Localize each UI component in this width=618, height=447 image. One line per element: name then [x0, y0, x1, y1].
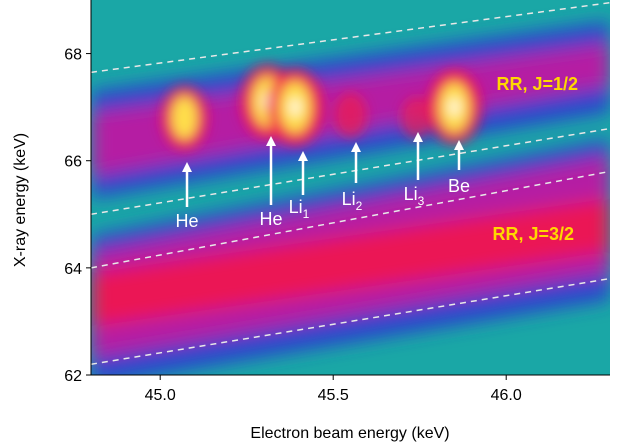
annotation-label-5: Be [448, 176, 470, 196]
resonance-peaks [160, 64, 482, 150]
annotation-label-1: He [259, 209, 282, 229]
y-tick-label-0: 62 [64, 368, 82, 385]
annotation-arrowhead-5 [454, 140, 464, 150]
y-axis-ticks: 62 64 66 68 [64, 47, 91, 385]
x-tick-label-0: 45.0 [145, 387, 176, 404]
y-tick-label-2: 66 [64, 154, 82, 171]
annotation-label-3: Li2 [342, 189, 363, 213]
annotation-arrowhead-4 [413, 132, 423, 142]
peak-4-halo [400, 96, 432, 140]
x-axis-title: Electron beam energy (keV) [250, 425, 449, 442]
region-label-j12: RR, J=1/2 [496, 74, 578, 94]
annotation-label-4: Li3 [404, 184, 425, 208]
annotation-label-0: He [175, 211, 198, 231]
y-tick-label-3: 68 [64, 47, 82, 64]
peak-3-halo [334, 92, 367, 138]
annotation-arrowhead-0 [182, 162, 192, 172]
region-label-j32: RR, J=3/2 [492, 224, 574, 244]
y-tick-label-1: 64 [64, 261, 82, 278]
x-tick-label-1: 45.5 [318, 387, 349, 404]
annotation-label-2: Li1 [289, 197, 310, 221]
resonance-annotations: He He Li1 Li2 Li3 Be [175, 132, 470, 231]
y-axis-title: X-ray energy (keV) [12, 133, 29, 267]
x-axis-ticks: 45.0 45.5 46.0 [145, 375, 522, 404]
band-red-lower [91, 198, 610, 327]
peak-2-center [290, 98, 301, 117]
x-tick-label-2: 46.0 [491, 387, 522, 404]
heatmap-plot-area [91, 0, 610, 375]
annotation-arrowhead-1 [266, 136, 276, 146]
peak-5-center [449, 98, 460, 117]
annotation-arrowhead-2 [298, 151, 308, 161]
annotation-arrowhead-3 [351, 142, 361, 152]
peak-0-core [170, 95, 198, 140]
